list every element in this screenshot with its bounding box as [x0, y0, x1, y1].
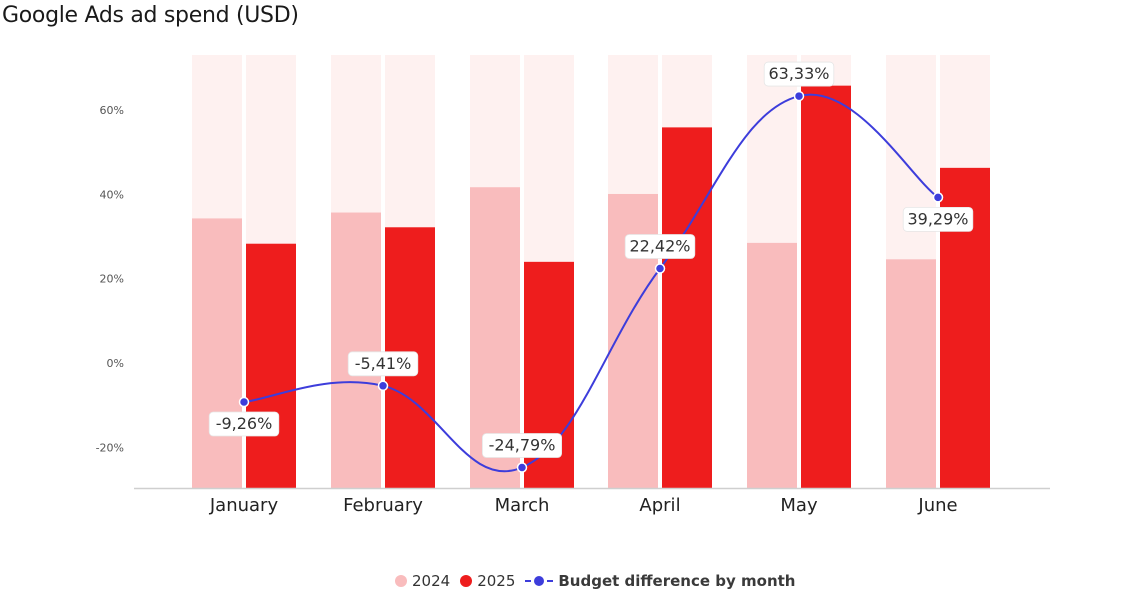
- y-tick-label: 60%: [100, 104, 124, 117]
- y-tick-label: 0%: [107, 357, 124, 370]
- y-tick-label: 20%: [100, 273, 124, 286]
- y-tick-label: -20%: [96, 441, 124, 454]
- data-label-box: [481, 433, 562, 458]
- difference-point[interactable]: [377, 380, 389, 392]
- difference-line-group: -9,26% -5,41% -24,79% 22,42% 63,33% 39,29%: [208, 61, 974, 473]
- chart-canvas: 60% 40% 20% 0% -20% January February March Apri…: [96, 55, 1050, 516]
- bar-2025-may[interactable]: [801, 85, 851, 488]
- x-tick-label-january: January: [209, 495, 279, 516]
- legend: 2024 2025 Budget difference by month: [395, 570, 795, 592]
- chart-title: Google Ads ad spend (USD): [2, 3, 299, 28]
- bar-2024-february[interactable]: [331, 212, 381, 488]
- legend-label-2025: 2025: [477, 572, 516, 590]
- y-axis: 60% 40% 20% 0% -20%: [96, 104, 124, 454]
- difference-point[interactable]: [516, 462, 528, 473]
- bar-2024-may[interactable]: [747, 242, 797, 488]
- bar-2024-january[interactable]: [192, 218, 242, 488]
- legend-item-2025[interactable]: 2025: [460, 572, 515, 590]
- bar-2025-january[interactable]: [246, 243, 296, 488]
- data-label-difference: -5,41%: [355, 354, 412, 373]
- difference-point[interactable]: [238, 396, 250, 408]
- difference-point[interactable]: [932, 192, 944, 203]
- data-label-box: [902, 206, 974, 232]
- data-label-box: [347, 351, 419, 377]
- x-tick-label-may: May: [780, 495, 818, 516]
- data-label-difference: 22,42%: [629, 236, 690, 255]
- difference-point[interactable]: [654, 263, 666, 274]
- data-label-difference: 39,29%: [907, 209, 968, 228]
- legend-item-2024[interactable]: 2024: [395, 572, 450, 590]
- legend-label-2024: 2024: [412, 572, 451, 590]
- bar-group: [192, 85, 990, 489]
- x-tick-label-march: March: [495, 495, 550, 516]
- data-label-box: [624, 234, 696, 259]
- x-tick-label-april: April: [639, 495, 680, 516]
- x-tick-label-june: June: [917, 495, 957, 516]
- data-label-box: [208, 411, 280, 437]
- bar-2025-april[interactable]: [662, 127, 712, 488]
- x-tick-label-february: February: [343, 495, 423, 516]
- data-label-difference: 63,33%: [768, 64, 829, 83]
- x-axis: January February March April May June: [134, 487, 1050, 516]
- legend-swatch-2024: [395, 575, 407, 587]
- data-label-difference: -9,26%: [216, 414, 273, 433]
- legend-item-difference[interactable]: Budget difference by month: [525, 572, 795, 590]
- data-label-box: [763, 61, 835, 87]
- legend-swatch-line: [525, 575, 554, 587]
- legend-label-difference: Budget difference by month: [558, 572, 796, 590]
- legend-swatch-2025: [460, 575, 473, 587]
- difference-point[interactable]: [793, 90, 805, 102]
- bar-2024-june[interactable]: [886, 259, 936, 488]
- background-bands: [192, 55, 990, 488]
- data-label-difference: -24,79%: [489, 435, 556, 454]
- y-tick-label: 40%: [100, 188, 124, 201]
